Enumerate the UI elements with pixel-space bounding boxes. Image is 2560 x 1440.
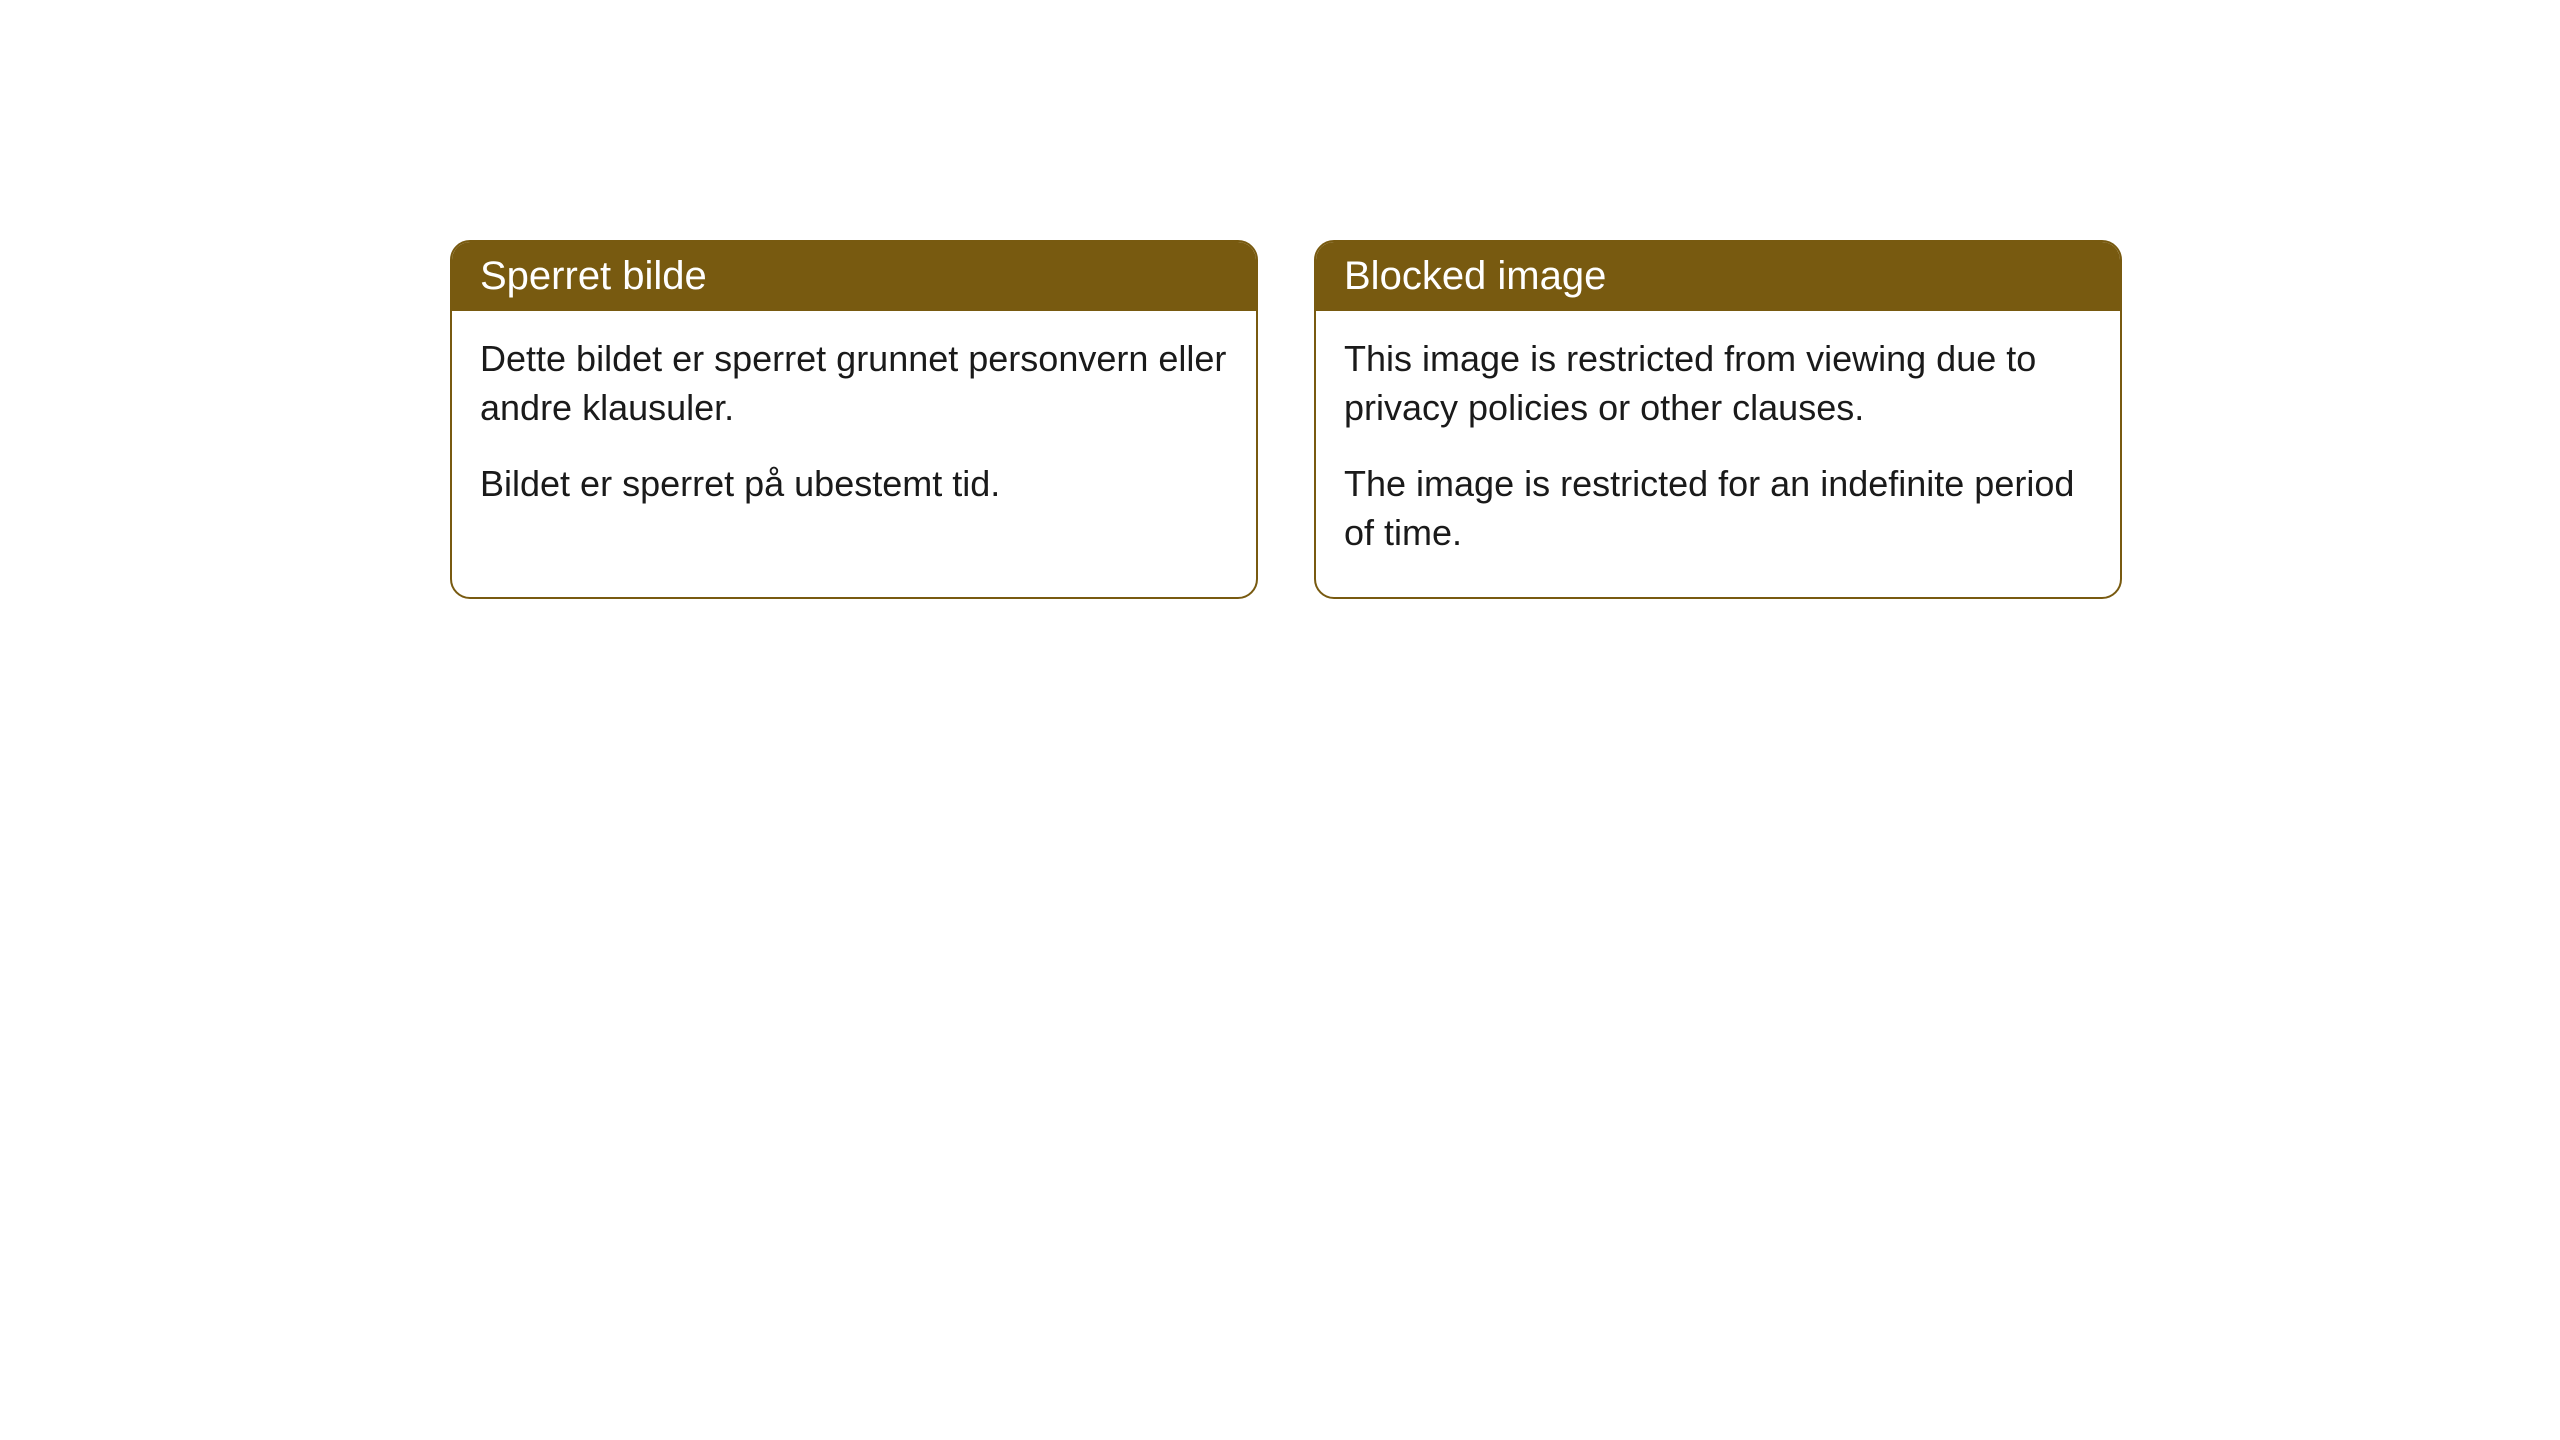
blocked-image-card-norwegian: Sperret bilde Dette bildet er sperret gr…	[450, 240, 1258, 599]
card-paragraph-2: The image is restricted for an indefinit…	[1344, 460, 2092, 557]
card-title: Sperret bilde	[480, 254, 707, 298]
card-paragraph-1: This image is restricted from viewing du…	[1344, 335, 2092, 432]
card-header: Blocked image	[1316, 242, 2120, 311]
notice-cards-container: Sperret bilde Dette bildet er sperret gr…	[450, 240, 2122, 599]
card-body: This image is restricted from viewing du…	[1316, 311, 2120, 597]
card-paragraph-2: Bildet er sperret på ubestemt tid.	[480, 460, 1228, 509]
card-header: Sperret bilde	[452, 242, 1256, 311]
blocked-image-card-english: Blocked image This image is restricted f…	[1314, 240, 2122, 599]
card-body: Dette bildet er sperret grunnet personve…	[452, 311, 1256, 549]
card-title: Blocked image	[1344, 254, 1606, 298]
card-paragraph-1: Dette bildet er sperret grunnet personve…	[480, 335, 1228, 432]
